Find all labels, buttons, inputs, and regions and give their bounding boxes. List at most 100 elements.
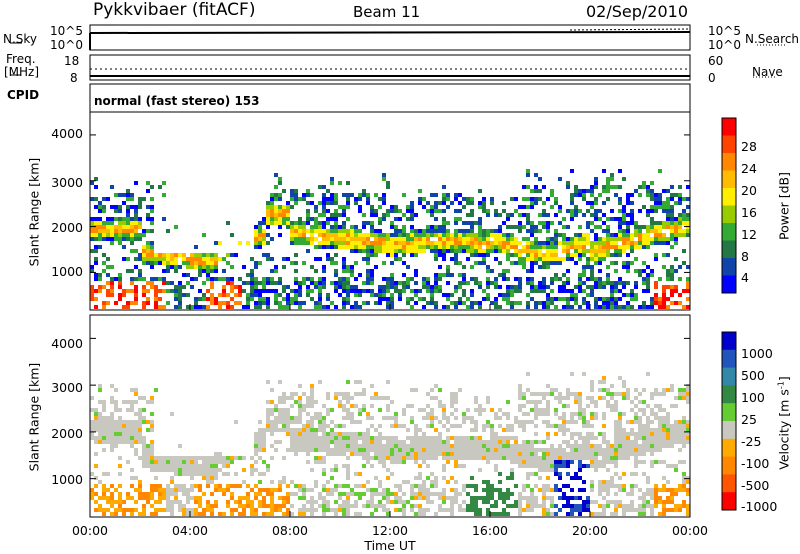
heatmap-cell	[218, 456, 222, 460]
heatmap-cell	[430, 484, 434, 488]
heatmap-cell	[474, 484, 478, 488]
heatmap-cell	[678, 197, 682, 201]
heatmap-cell	[350, 448, 354, 452]
heatmap-cell	[314, 480, 318, 484]
heatmap-cell	[422, 249, 426, 253]
heatmap-cell	[406, 209, 410, 213]
heatmap-cell	[466, 249, 470, 253]
heatmap-cell	[662, 209, 666, 213]
heatmap-cell	[306, 221, 310, 225]
heatmap-cell	[430, 412, 434, 416]
heatmap-cell	[118, 456, 122, 460]
heatmap-cell	[322, 500, 326, 504]
heatmap-cell	[282, 476, 286, 480]
heatmap-cell	[410, 245, 414, 249]
heatmap-cell	[150, 412, 154, 416]
heatmap-cell	[654, 301, 658, 305]
heatmap-cell	[234, 420, 238, 424]
heatmap-cell	[346, 205, 350, 209]
heatmap-cell	[530, 201, 534, 205]
heatmap-cell	[542, 456, 546, 460]
heatmap-cell	[118, 281, 122, 285]
heatmap-cell	[402, 229, 406, 233]
heatmap-cell	[566, 500, 570, 504]
heatmap-cell	[534, 500, 538, 504]
heatmap-cell	[302, 233, 306, 237]
heatmap-cell	[598, 448, 602, 452]
heatmap-cell	[422, 488, 426, 492]
heatmap-cell	[562, 492, 566, 496]
heatmap-cell	[266, 225, 270, 229]
heatmap-cell	[290, 396, 294, 400]
heatmap-cell	[630, 201, 634, 205]
heatmap-cell	[402, 281, 406, 285]
heatmap-cell	[102, 420, 106, 424]
heatmap-cell	[178, 285, 182, 289]
heatmap-cell	[226, 472, 230, 476]
heatmap-cell	[470, 253, 474, 257]
heatmap-cell	[182, 273, 186, 277]
heatmap-cell	[510, 213, 514, 217]
heatmap-cell	[314, 416, 318, 420]
heatmap-cell	[326, 432, 330, 436]
heatmap-cell	[318, 201, 322, 205]
heatmap-cell	[302, 496, 306, 500]
heatmap-cell	[570, 289, 574, 293]
heatmap-cell	[462, 233, 466, 237]
heatmap-cell	[142, 289, 146, 293]
heatmap-cell	[678, 420, 682, 424]
heatmap-cell	[686, 476, 690, 480]
heatmap-cell	[606, 392, 610, 396]
heatmap-cell	[518, 512, 522, 516]
heatmap-cell	[294, 201, 298, 205]
heatmap-cell	[586, 241, 590, 245]
heatmap-cell	[666, 297, 670, 301]
heatmap-cell	[598, 432, 602, 436]
heatmap-cell	[478, 408, 482, 412]
heatmap-cell	[246, 504, 250, 508]
heatmap-cell	[678, 488, 682, 492]
heatmap-cell	[382, 217, 386, 221]
heatmap-cell	[630, 504, 634, 508]
colorbar-frame	[721, 117, 737, 294]
heatmap-cell	[114, 237, 118, 241]
heatmap-cell	[94, 249, 98, 253]
heatmap-cell	[338, 392, 342, 396]
heatmap-cell	[338, 400, 342, 404]
heatmap-cell	[602, 488, 606, 492]
heatmap-cell	[198, 269, 202, 273]
heatmap-cell	[554, 484, 558, 488]
heatmap-cell	[146, 297, 150, 301]
heatmap-cell	[434, 289, 438, 293]
heatmap-cell	[682, 420, 686, 424]
heatmap-cell	[670, 269, 674, 273]
heatmap-cell	[94, 452, 98, 456]
heatmap-cell	[274, 269, 278, 273]
heatmap-cell	[206, 484, 210, 488]
heatmap-cell	[386, 496, 390, 500]
heatmap-cell	[282, 217, 286, 221]
heatmap-cell	[394, 217, 398, 221]
heatmap-cell	[446, 273, 450, 277]
heatmap-cell	[614, 444, 618, 448]
heatmap-cell	[422, 432, 426, 436]
heatmap-cell	[594, 217, 598, 221]
heatmap-cell	[138, 428, 142, 432]
heatmap-cell	[130, 241, 134, 245]
heatmap-cell	[430, 285, 434, 289]
heatmap-cell	[322, 221, 326, 225]
heatmap-cell	[358, 420, 362, 424]
heatmap-cell	[482, 197, 486, 201]
heatmap-cell	[658, 404, 662, 408]
heatmap-cell	[478, 456, 482, 460]
heatmap-cell	[426, 392, 430, 396]
heatmap-cell	[566, 396, 570, 400]
heatmap-cell	[362, 257, 366, 261]
heatmap-cell	[150, 488, 154, 492]
heatmap-cell	[650, 269, 654, 273]
heatmap-cell	[274, 193, 278, 197]
heatmap-cell	[442, 229, 446, 233]
heatmap-cell	[142, 396, 146, 400]
heatmap-cell	[506, 253, 510, 257]
heatmap-cell	[278, 177, 282, 181]
